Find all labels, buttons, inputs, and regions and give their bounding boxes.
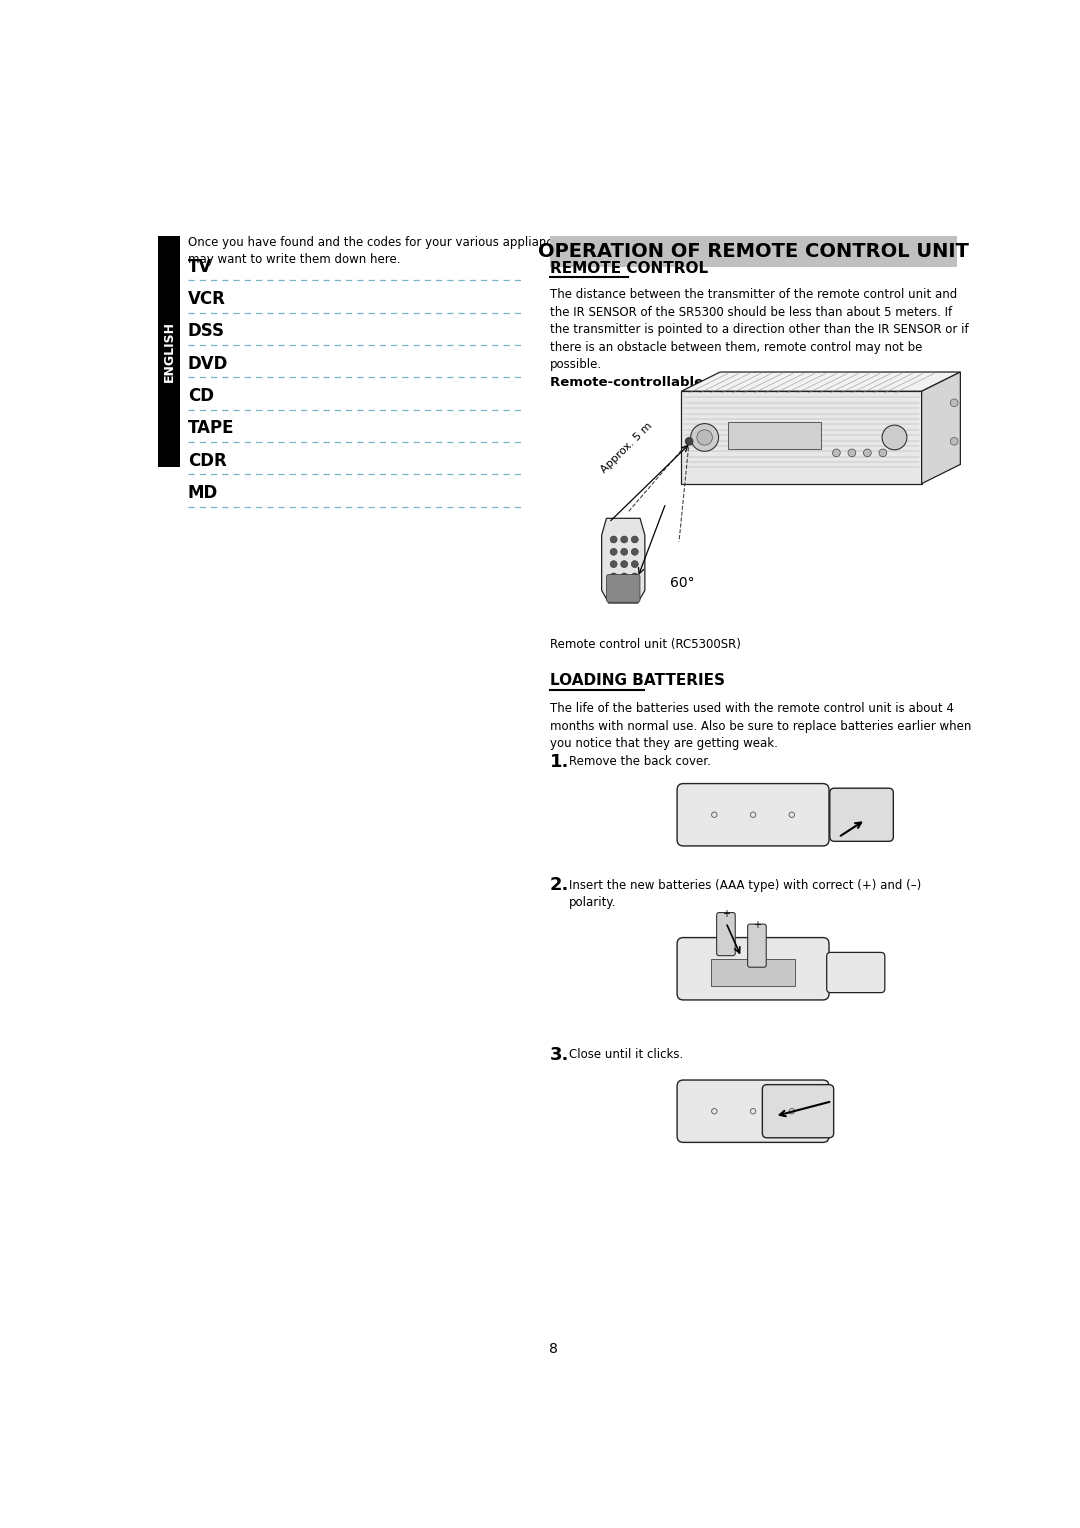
Circle shape <box>691 423 718 451</box>
Text: VCR: VCR <box>188 290 226 309</box>
Circle shape <box>621 549 627 555</box>
Circle shape <box>621 573 627 581</box>
Circle shape <box>610 549 617 555</box>
Text: ENGLISH: ENGLISH <box>163 321 176 382</box>
Circle shape <box>610 561 617 567</box>
Circle shape <box>621 585 627 593</box>
Text: 1.: 1. <box>550 753 569 772</box>
FancyBboxPatch shape <box>826 952 885 993</box>
Text: +: + <box>753 920 761 931</box>
Text: Insert the new batteries (AAA type) with correct (+) and (–)
polarity.: Insert the new batteries (AAA type) with… <box>569 879 921 909</box>
Bar <box>728 422 821 449</box>
Circle shape <box>621 536 627 542</box>
Text: The life of the batteries used with the remote control unit is about 4
months wi: The life of the batteries used with the … <box>550 703 971 750</box>
Circle shape <box>950 399 958 406</box>
Text: 2.: 2. <box>550 877 569 894</box>
Text: Remote-controllable range: Remote-controllable range <box>550 376 751 388</box>
Circle shape <box>632 549 638 555</box>
Circle shape <box>833 449 840 457</box>
Circle shape <box>685 437 693 445</box>
Text: CDR: CDR <box>188 452 227 469</box>
FancyBboxPatch shape <box>677 938 829 999</box>
Text: Close until it clicks.: Close until it clicks. <box>569 1048 684 1060</box>
Text: DVD: DVD <box>188 354 228 373</box>
Text: 3.: 3. <box>550 1045 569 1063</box>
Text: Remove the back cover.: Remove the back cover. <box>569 755 711 769</box>
FancyBboxPatch shape <box>829 788 893 842</box>
Text: 60°: 60° <box>670 576 694 590</box>
Text: LOADING BATTERIES: LOADING BATTERIES <box>550 674 725 689</box>
Text: REMOTE CONTROL: REMOTE CONTROL <box>550 261 707 275</box>
Text: TV: TV <box>188 258 212 275</box>
Circle shape <box>610 585 617 593</box>
Circle shape <box>882 425 907 449</box>
Bar <box>159 235 180 466</box>
Text: +: + <box>721 909 730 918</box>
Polygon shape <box>681 391 921 484</box>
Circle shape <box>697 429 713 445</box>
Polygon shape <box>602 518 645 604</box>
Circle shape <box>632 585 638 593</box>
Text: DSS: DSS <box>188 322 225 341</box>
Text: OPERATION OF REMOTE CONTROL UNIT: OPERATION OF REMOTE CONTROL UNIT <box>538 241 969 261</box>
Bar <box>712 958 795 986</box>
Polygon shape <box>681 371 960 391</box>
Circle shape <box>632 561 638 567</box>
Circle shape <box>610 573 617 581</box>
FancyBboxPatch shape <box>747 924 766 967</box>
Circle shape <box>632 573 638 581</box>
Circle shape <box>610 536 617 542</box>
Circle shape <box>950 437 958 445</box>
Circle shape <box>879 449 887 457</box>
Circle shape <box>864 449 872 457</box>
Text: Remote control unit (RC5300SR): Remote control unit (RC5300SR) <box>550 637 741 651</box>
Circle shape <box>621 561 627 567</box>
Text: MD: MD <box>188 484 218 503</box>
Text: CD: CD <box>188 387 214 405</box>
Polygon shape <box>921 371 960 484</box>
Text: TAPE: TAPE <box>188 420 234 437</box>
Text: Once you have found and the codes for your various appliances, you
may want to w: Once you have found and the codes for yo… <box>188 235 595 266</box>
FancyBboxPatch shape <box>677 784 829 847</box>
Circle shape <box>632 536 638 542</box>
Circle shape <box>848 449 855 457</box>
FancyBboxPatch shape <box>717 912 735 955</box>
Text: SR5300: SR5300 <box>903 376 957 390</box>
Text: The distance between the transmitter of the remote control unit and
the IR SENSO: The distance between the transmitter of … <box>550 289 969 371</box>
Text: 8: 8 <box>549 1342 558 1357</box>
FancyBboxPatch shape <box>677 1080 829 1143</box>
FancyBboxPatch shape <box>607 575 640 602</box>
Bar <box>550 235 957 266</box>
FancyBboxPatch shape <box>762 1085 834 1138</box>
Text: Approx. 5 m: Approx. 5 m <box>599 420 654 475</box>
